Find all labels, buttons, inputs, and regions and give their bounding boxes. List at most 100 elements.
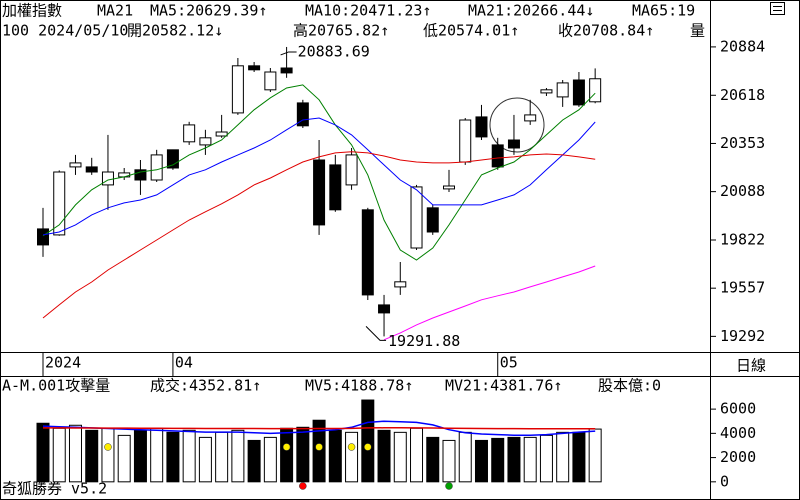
candle-body <box>183 124 196 143</box>
y-tick-label: 20884 <box>720 37 765 55</box>
menu-icon[interactable] <box>770 2 785 15</box>
layer: 20884 20618 20353 20088 19822 19557 19292 2024 0… <box>42 37 765 490</box>
x-tick-label: 04 <box>175 354 193 372</box>
y-tick-label: 20618 <box>720 86 765 104</box>
quote-info: 100 2024/05/10 <box>2 22 128 40</box>
candle-body <box>426 207 439 233</box>
candle-body <box>394 281 407 288</box>
quote-info: 高20765.82↑ <box>293 22 389 40</box>
candle-body <box>280 67 293 74</box>
volume-bar <box>182 429 196 483</box>
candle-body <box>313 159 326 226</box>
candle-body <box>166 149 179 169</box>
y-tick-label: 19292 <box>720 327 765 345</box>
volume-bar <box>247 439 261 483</box>
volume-bar <box>507 436 521 483</box>
candle-body <box>491 144 504 168</box>
quote-info: 開20582.12↓ <box>127 22 223 40</box>
candle-body <box>345 154 358 186</box>
candle-body <box>572 79 585 106</box>
y-tick-label: 0 <box>720 472 729 490</box>
legend-entry: MA5:20629.39↑ <box>150 2 267 20</box>
y-tick-label: 2000 <box>720 448 756 466</box>
chart-subtitle: MA21 <box>97 2 133 20</box>
y-tick-label: 6000 <box>720 400 756 418</box>
candle-body <box>215 131 228 137</box>
annotation-line <box>280 51 297 56</box>
candle-body <box>475 116 488 138</box>
volume-bar <box>572 431 586 483</box>
legend-entry: MV5:4188.78↑ <box>305 377 413 395</box>
volume-bar <box>328 429 342 483</box>
legend-entry: MA10:20471.23↑ <box>305 2 431 20</box>
ma-line <box>42 117 596 236</box>
quote-info: 收20708.84↑ <box>558 22 654 40</box>
legend-entry: MV21:4381.76↑ <box>445 377 562 395</box>
volume-bar <box>426 436 440 483</box>
candle-body <box>329 164 342 211</box>
chart-title: A-M.001攻擊量 <box>2 377 110 395</box>
candle-body <box>361 209 374 296</box>
volume-bar <box>588 428 602 483</box>
volume-bar <box>166 431 180 483</box>
candle-body <box>85 166 98 173</box>
quote-info: 量 <box>690 22 705 40</box>
volume-bar <box>523 436 537 483</box>
highlight-circle <box>489 97 545 153</box>
y-tick-label: 4000 <box>720 424 756 442</box>
annotation: 19291.88 <box>388 332 460 350</box>
y-tick-label: 20088 <box>720 182 765 200</box>
candle-body <box>589 78 602 103</box>
chart-title: 加權指數 <box>2 2 62 20</box>
volume-bar <box>393 431 407 483</box>
volume-bar <box>133 429 147 483</box>
volume-bar <box>361 399 375 483</box>
layer: 加權指數 MA21 MA5:20629.39↑ MA10:20471.23↑ MA21:… <box>2 2 705 395</box>
volume-bar <box>231 429 245 483</box>
candle-body <box>459 119 472 163</box>
volume-bar <box>491 437 505 483</box>
legend-entry: 股本億:0 <box>598 377 661 395</box>
x-tick-label: 2024 <box>45 354 81 372</box>
legend-entry: MA65:19 <box>632 2 695 20</box>
legend-entry: 成交:4352.81↑ <box>150 377 261 395</box>
candle-body <box>134 169 147 181</box>
candle-body <box>101 171 114 186</box>
ma-line <box>42 84 596 261</box>
layer <box>36 399 602 483</box>
volume-bar <box>263 436 277 483</box>
volume-bar <box>150 427 164 483</box>
volume-bar <box>345 431 359 483</box>
candle-body <box>264 71 277 91</box>
ma-line <box>42 151 596 319</box>
candle-body <box>231 65 244 114</box>
mv-line <box>42 420 596 436</box>
volume-bar <box>36 422 50 483</box>
candle-body <box>248 65 261 71</box>
volume-bar <box>377 429 391 483</box>
signal-dot <box>445 482 453 490</box>
legend-entry: MA21:20266.44↓ <box>468 2 594 20</box>
candle-body <box>150 154 163 181</box>
footer: 奇狐勝券 v5.2 <box>2 480 107 498</box>
volume-bar <box>312 419 326 483</box>
candle-body <box>507 139 520 149</box>
quote-info: 低20574.01↑ <box>423 22 519 40</box>
signal-dot <box>104 443 112 451</box>
signal-dot <box>299 482 307 490</box>
ma-line <box>383 265 596 341</box>
candle-body <box>118 172 131 178</box>
volume-bar <box>458 431 472 483</box>
volume-bar <box>474 439 488 483</box>
candle-body <box>53 171 66 236</box>
annotation-line <box>365 326 387 341</box>
candle-body <box>199 137 212 146</box>
volume-bar <box>52 427 66 483</box>
candle-body <box>378 304 391 314</box>
volume-bar <box>539 434 553 483</box>
candle-body <box>556 82 569 98</box>
signal-dot <box>315 443 323 451</box>
volume-bar <box>410 427 424 483</box>
signal-dot <box>282 443 291 451</box>
